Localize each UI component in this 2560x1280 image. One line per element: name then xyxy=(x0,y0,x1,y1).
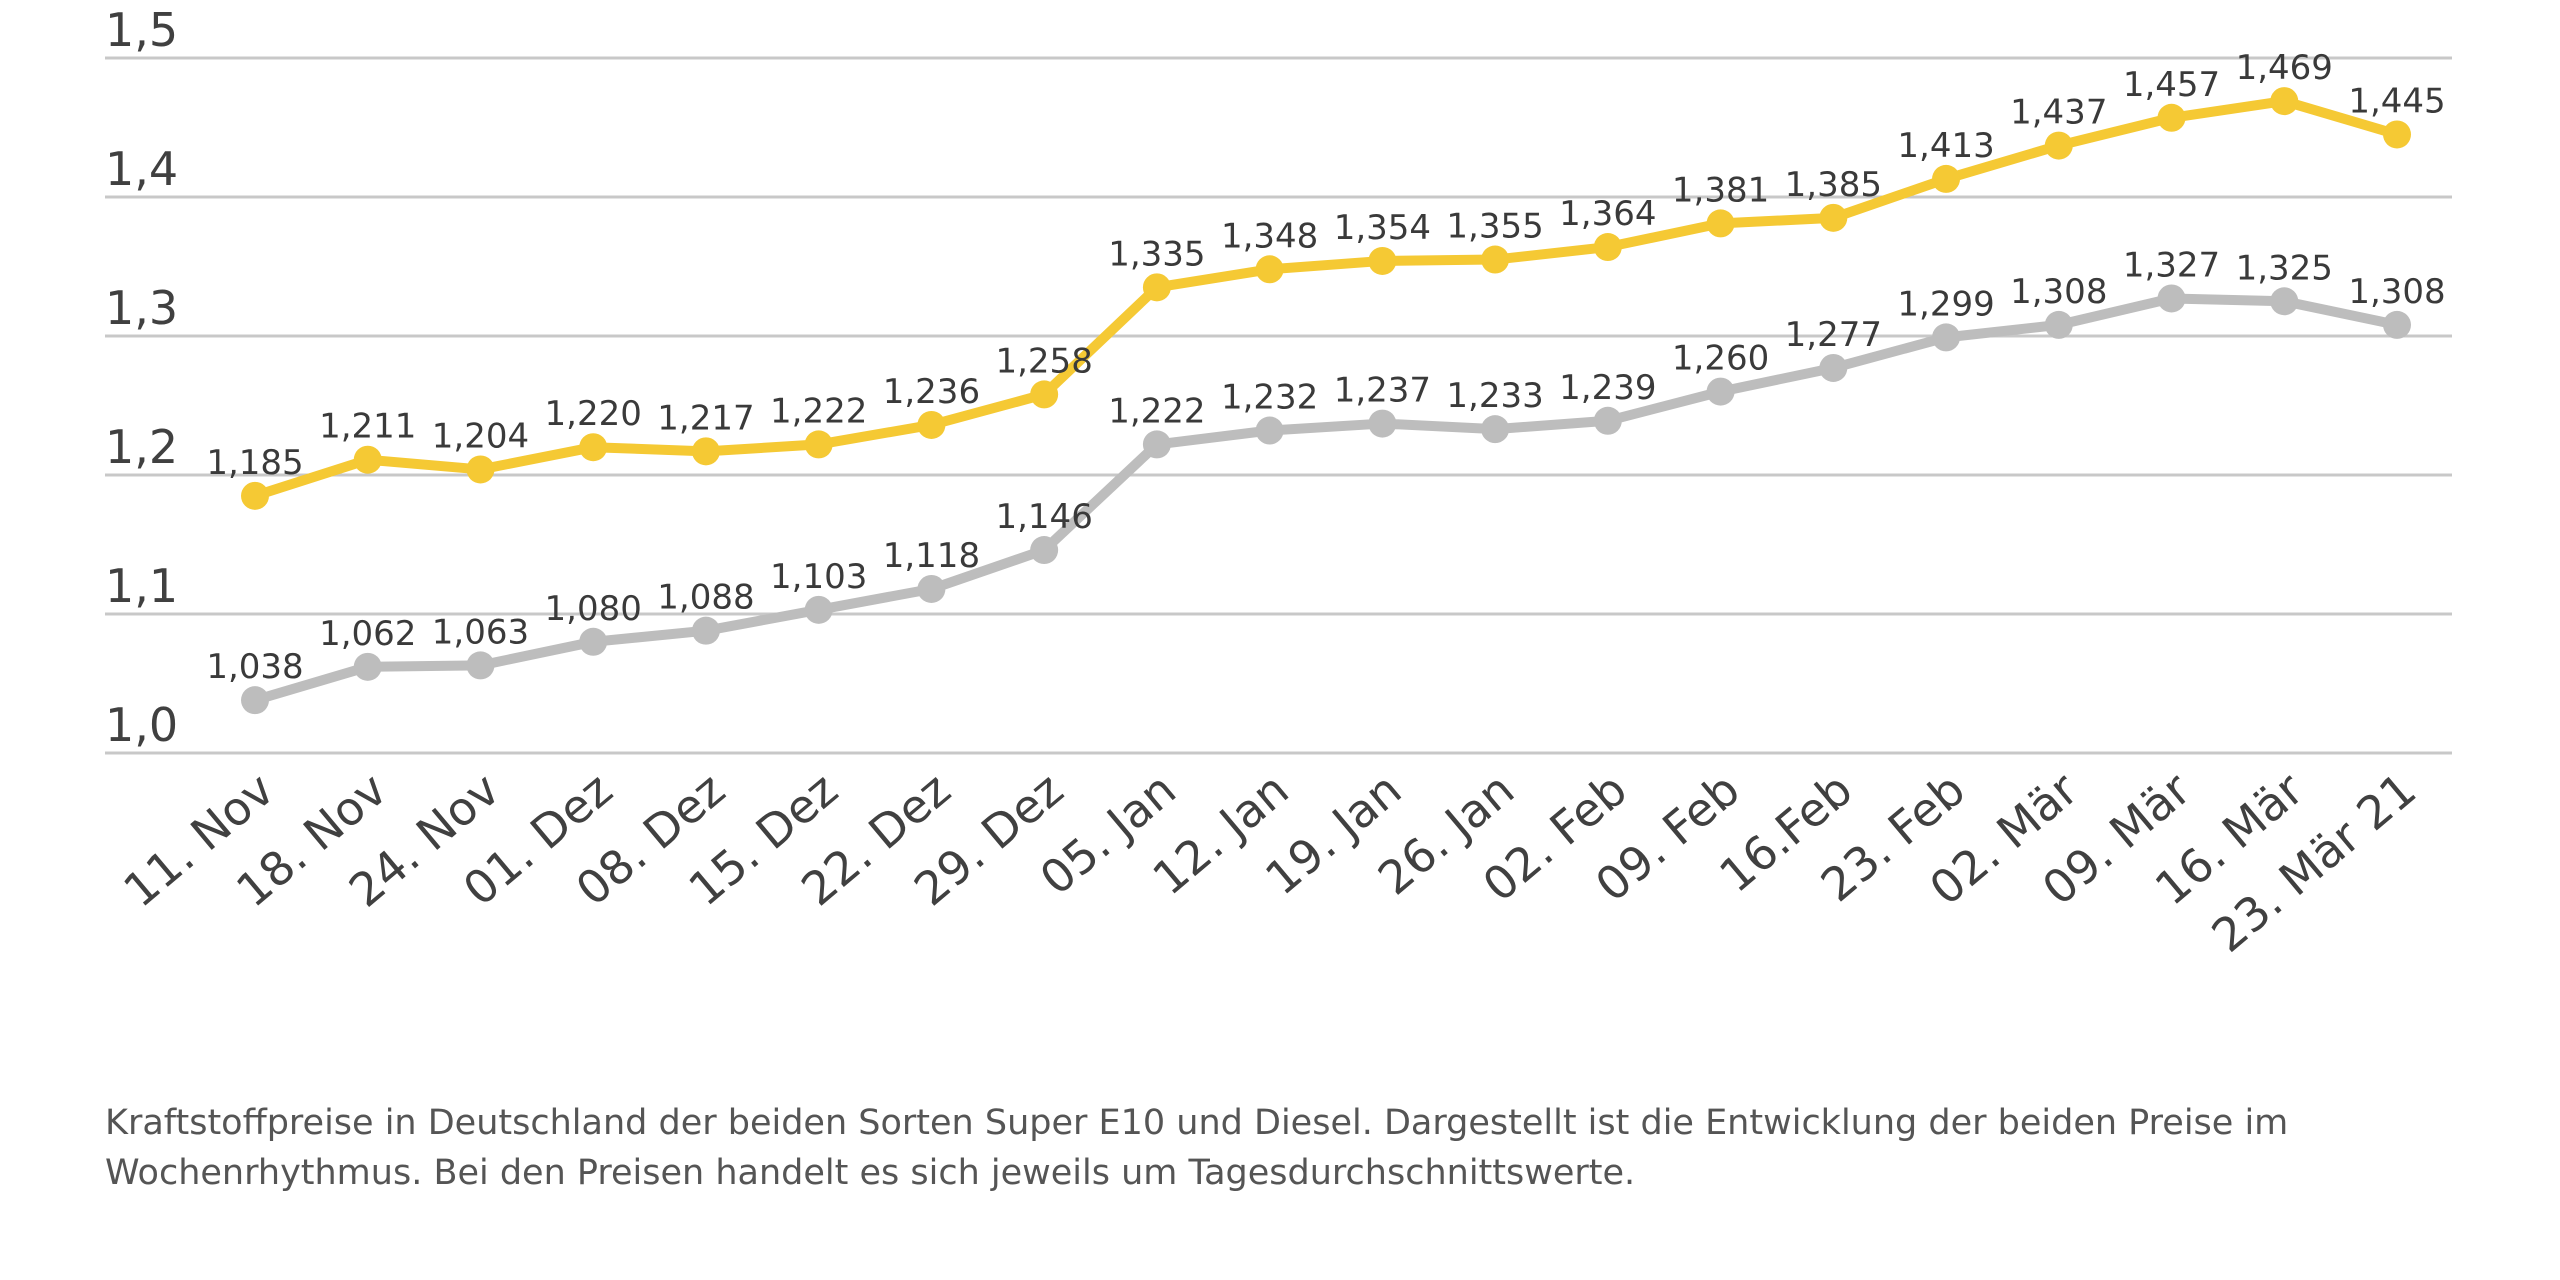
data-point xyxy=(1932,164,1961,193)
data-label: 1,437 xyxy=(2010,93,2107,133)
data-point xyxy=(1255,255,1284,284)
data-label: 1,220 xyxy=(545,394,642,434)
data-point xyxy=(579,433,608,462)
data-label: 1,335 xyxy=(1108,234,1205,274)
data-label: 1,299 xyxy=(1897,284,1994,324)
data-label: 1,222 xyxy=(770,391,867,431)
data-label: 1,354 xyxy=(1334,208,1431,248)
data-point xyxy=(2270,87,2299,116)
data-label: 1,185 xyxy=(206,443,303,483)
y-tick-label: 1,0 xyxy=(105,698,178,752)
data-point xyxy=(1593,233,1622,262)
data-point xyxy=(1030,380,1059,409)
data-point xyxy=(1706,209,1735,238)
data-point xyxy=(1030,536,1059,565)
data-point xyxy=(917,410,946,439)
data-label: 1,381 xyxy=(1672,170,1769,210)
data-label: 1,237 xyxy=(1334,371,1431,411)
data-point xyxy=(241,686,269,715)
data-point xyxy=(691,437,720,466)
data-point xyxy=(2157,103,2186,132)
data-label: 1,063 xyxy=(432,612,529,652)
data-label: 1,413 xyxy=(1897,126,1994,166)
data-point xyxy=(1368,246,1397,275)
data-point xyxy=(1593,406,1622,435)
data-label: 1,258 xyxy=(995,341,1092,381)
y-tick-label: 1,4 xyxy=(105,142,178,196)
data-point xyxy=(579,627,608,656)
data-label: 1,308 xyxy=(2348,272,2445,312)
data-point xyxy=(1142,430,1171,459)
data-label: 1,088 xyxy=(657,578,754,618)
data-point xyxy=(353,652,382,681)
data-point xyxy=(804,430,833,459)
data-label: 1,103 xyxy=(770,557,867,597)
data-point xyxy=(466,651,495,680)
series-lines: 1,185 1,211 1,204 1,220 1,217 1,222 1,236 1,258… xyxy=(206,48,2446,715)
data-point xyxy=(2270,287,2299,316)
series-line xyxy=(250,96,2402,501)
data-label: 1,232 xyxy=(1221,378,1318,418)
data-label: 1,355 xyxy=(1446,207,1543,247)
data-label: 1,062 xyxy=(319,614,416,654)
data-point xyxy=(2044,131,2073,160)
data-label: 1,325 xyxy=(2236,248,2333,288)
data-label: 1,217 xyxy=(657,398,754,438)
data-point xyxy=(1481,415,1510,444)
y-tick-label: 1,2 xyxy=(105,420,178,474)
data-label: 1,038 xyxy=(206,647,303,687)
data-point xyxy=(804,595,833,624)
data-point xyxy=(353,445,382,474)
data-label: 1,211 xyxy=(319,407,416,447)
data-label: 1,277 xyxy=(1785,315,1882,355)
data-point xyxy=(917,574,946,603)
data-label: 1,118 xyxy=(883,536,980,576)
data-point xyxy=(466,455,495,484)
data-point xyxy=(691,616,720,645)
data-label: 1,469 xyxy=(2236,48,2333,88)
data-point xyxy=(2383,310,2411,339)
data-label: 1,222 xyxy=(1108,391,1205,431)
data-label: 1,445 xyxy=(2348,81,2445,121)
data-point xyxy=(2044,310,2073,339)
data-label: 1,260 xyxy=(1672,339,1769,379)
y-axis-ticks: 1,0 1,1 1,2 1,3 1,4 1,5 xyxy=(105,3,178,752)
data-label: 1,327 xyxy=(2123,245,2220,285)
data-point xyxy=(1932,323,1961,352)
data-label: 1,364 xyxy=(1559,194,1656,234)
data-label: 1,204 xyxy=(432,416,529,456)
data-label: 1,080 xyxy=(545,589,642,629)
data-point xyxy=(2157,284,2186,313)
y-tick-label: 1,3 xyxy=(105,281,178,335)
data-point xyxy=(2383,120,2411,149)
y-tick-label: 1,1 xyxy=(105,559,178,613)
data-point xyxy=(1819,203,1848,232)
data-label: 1,385 xyxy=(1785,165,1882,205)
data-label: 1,239 xyxy=(1559,368,1656,408)
data-point xyxy=(1819,353,1848,382)
data-label: 1,348 xyxy=(1221,216,1318,256)
data-point xyxy=(1481,245,1510,274)
series-super-e10: 1,185 1,211 1,204 1,220 1,217 1,222 1,236 1,258… xyxy=(206,48,2446,510)
data-label: 1,146 xyxy=(995,497,1092,537)
data-point xyxy=(1142,273,1171,302)
data-label: 1,308 xyxy=(2010,272,2107,312)
gridlines xyxy=(105,56,2452,755)
data-point xyxy=(241,481,269,510)
data-label: 1,236 xyxy=(883,372,980,412)
series-line xyxy=(250,293,2402,706)
y-tick-label: 1,5 xyxy=(105,3,178,57)
chart-caption: Kraftstoffpreise in Deutschland der beid… xyxy=(105,1103,2289,1193)
data-label: 1,457 xyxy=(2123,65,2220,105)
data-point xyxy=(1368,409,1397,438)
data-label: 1,233 xyxy=(1446,376,1543,416)
data-point xyxy=(1255,416,1284,445)
series-diesel: 1,038 1,062 1,063 1,080 1,088 1,103 1,118 1,146… xyxy=(206,245,2446,715)
data-point xyxy=(1706,377,1735,406)
